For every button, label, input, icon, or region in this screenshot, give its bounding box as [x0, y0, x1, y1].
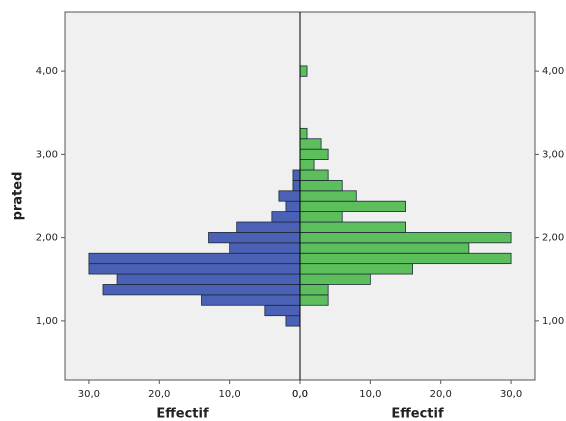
- bar: [299, 200, 406, 213]
- x-tick-label: 10,0: [219, 389, 241, 400]
- bar: [278, 190, 301, 202]
- x-tick-label: 0,0: [292, 389, 308, 400]
- bar: [299, 273, 371, 285]
- bar: [236, 221, 301, 233]
- bar: [285, 315, 301, 327]
- x-axis-title: Effectif: [156, 407, 209, 421]
- x-axis-title: Effectif: [391, 407, 444, 421]
- y-tick-label: 2,00: [542, 233, 564, 244]
- bar: [299, 190, 357, 202]
- x-tick-label: 30,0: [500, 389, 522, 400]
- bar: [299, 294, 329, 306]
- bar: [299, 169, 329, 181]
- y-tick-label: 1,00: [36, 316, 58, 327]
- x-tick-label: 20,0: [430, 389, 452, 400]
- bar: [208, 232, 301, 244]
- bar: [88, 263, 301, 275]
- y-axis-title: prated: [11, 172, 26, 221]
- bar: [299, 263, 413, 275]
- bar: [299, 65, 308, 77]
- bar: [88, 252, 301, 265]
- x-tick-label: 10,0: [359, 389, 381, 400]
- bar: [229, 242, 301, 254]
- bar: [299, 232, 512, 244]
- y-tick-label: 4,00: [542, 66, 564, 77]
- bar: [264, 304, 301, 317]
- bar: [102, 284, 301, 296]
- bar: [299, 284, 329, 296]
- bar: [299, 252, 512, 265]
- y-tick-label: 4,00: [36, 66, 58, 77]
- y-tick-label: 3,00: [542, 149, 564, 160]
- bar: [299, 127, 308, 140]
- bar: [299, 242, 470, 254]
- bar: [292, 169, 301, 181]
- bar: [299, 148, 329, 160]
- bar: [201, 294, 301, 306]
- x-tick-label: 20,0: [148, 389, 170, 400]
- bar: [299, 211, 343, 223]
- bar: [299, 221, 406, 233]
- bar: [292, 179, 301, 192]
- x-tick-label: 0,0: [292, 389, 308, 400]
- y-tick-label: 2,00: [36, 233, 58, 244]
- bar: [299, 179, 343, 192]
- bar: [299, 138, 322, 150]
- y-tick-label: 1,00: [542, 316, 564, 327]
- bar: [299, 159, 315, 171]
- x-tick-label: 30,0: [78, 389, 100, 400]
- bar: [271, 211, 301, 223]
- bar: [285, 200, 301, 213]
- y-tick-label: 3,00: [36, 149, 58, 160]
- bar: [116, 273, 301, 285]
